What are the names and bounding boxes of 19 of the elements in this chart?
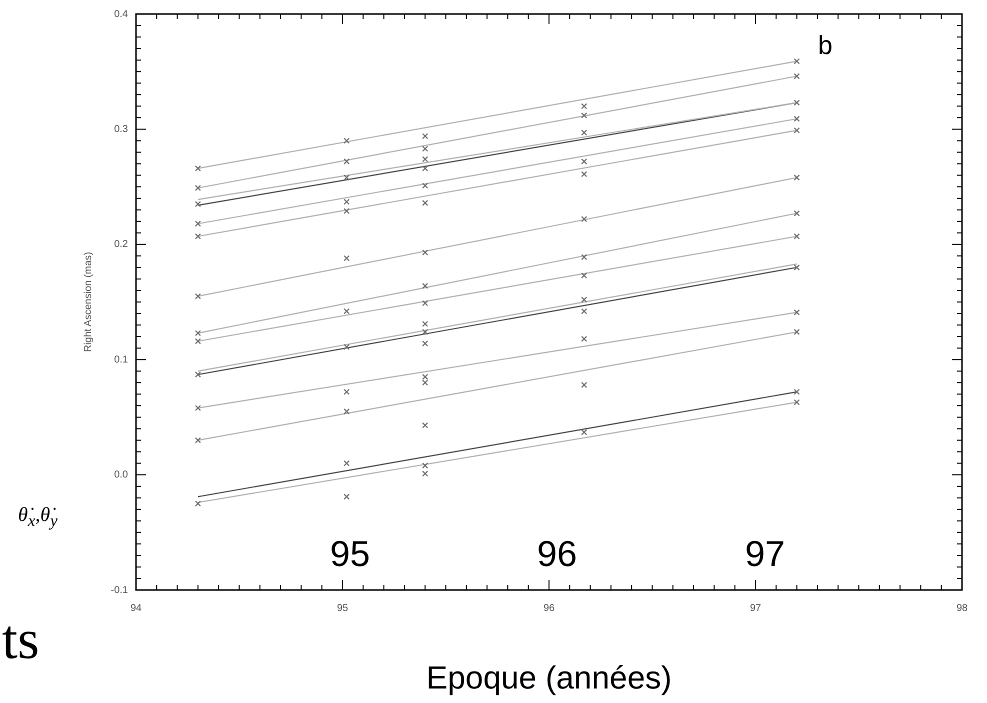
y-tick-label: 0.3 <box>114 124 128 135</box>
annotation: 97 <box>745 533 786 574</box>
text: θ̇$_{x}$,θ̇$_{y}$ <box>18 504 58 530</box>
text: ts <box>2 609 40 671</box>
y-tick-label: -0.1 <box>110 584 128 596</box>
x-tick-label: 96 <box>543 602 555 614</box>
x-axis-title: Epoque (années) <box>426 660 672 696</box>
y-axis-title: Right Ascension (mas) <box>82 252 94 352</box>
x-tick-label: 97 <box>750 602 762 614</box>
y-tick-label: 0.1 <box>114 354 128 366</box>
x-tick-label: 95 <box>336 602 348 614</box>
annotation: b <box>818 30 832 60</box>
annotation: 96 <box>537 533 578 574</box>
x-tick-label: 98 <box>956 602 968 614</box>
y-tick-label: 0.4 <box>114 8 128 20</box>
y-tick-label: 0.2 <box>114 239 128 250</box>
x-tick-label: 94 <box>130 602 142 614</box>
annotation: 95 <box>330 533 370 574</box>
y-tick-label: 0.0 <box>114 470 128 481</box>
